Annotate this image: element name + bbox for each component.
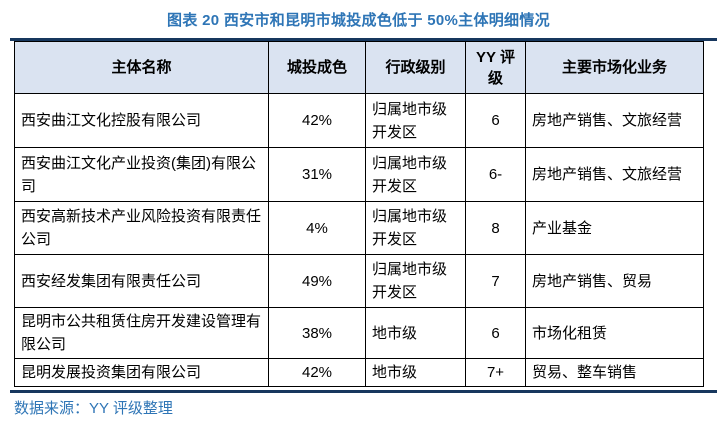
admin-level-cell: 地市级 bbox=[365, 307, 466, 359]
admin-level-cell: 地市级 bbox=[365, 358, 466, 387]
table-row: 西安经发集团有限责任公司 49% 归属地市级开发区 7 房地产销售、贸易 bbox=[14, 254, 704, 308]
table-row: 西安曲江文化控股有限公司 42% 归属地市级开发区 6 房地产销售、文旅经营 bbox=[14, 93, 704, 148]
business-cell: 贸易、整车销售 bbox=[525, 358, 704, 387]
yy-rating-cell: 8 bbox=[465, 201, 526, 255]
table-row: 西安高新技术产业风险投资有限责任公司 4% 归属地市级开发区 8 产业基金 bbox=[14, 201, 704, 255]
business-cell: 市场化租赁 bbox=[525, 307, 704, 359]
top-rule bbox=[10, 38, 717, 41]
figure-title: 图表 20 西安市和昆明市城投成色低于 50%主体明细情况 bbox=[167, 12, 550, 29]
bottom-rule bbox=[10, 390, 717, 393]
entity-name-cell: 昆明市公共租赁住房开发建设管理有限公司 bbox=[14, 307, 269, 359]
header-business: 主要市场化业务 bbox=[525, 41, 704, 94]
admin-level-cell: 归属地市级开发区 bbox=[365, 201, 466, 255]
chengtou-cell: 42% bbox=[268, 93, 366, 148]
yy-rating-cell: 6- bbox=[465, 147, 526, 202]
chengtou-cell: 31% bbox=[268, 147, 366, 202]
header-yy-rating: YY 评级 bbox=[465, 41, 526, 94]
yy-rating-cell: 6 bbox=[465, 93, 526, 148]
entity-name-cell: 昆明发展投资集团有限公司 bbox=[14, 358, 269, 387]
table-row: 昆明市公共租赁住房开发建设管理有限公司 38% 地市级 6 市场化租赁 bbox=[14, 307, 704, 359]
chengtou-cell: 42% bbox=[268, 358, 366, 387]
chengtou-cell: 4% bbox=[268, 201, 366, 255]
header-admin-level: 行政级别 bbox=[365, 41, 466, 94]
entity-name-cell: 西安高新技术产业风险投资有限责任公司 bbox=[14, 201, 269, 255]
admin-level-cell: 归属地市级开发区 bbox=[365, 147, 466, 202]
business-cell: 产业基金 bbox=[525, 201, 704, 255]
data-source: 数据来源：YY 评级整理 bbox=[14, 400, 173, 417]
chengtou-cell: 38% bbox=[268, 307, 366, 359]
entity-name-cell: 西安曲江文化控股有限公司 bbox=[14, 93, 269, 148]
entity-name-cell: 西安经发集团有限责任公司 bbox=[14, 254, 269, 308]
header-chengtou: 城投成色 bbox=[268, 41, 366, 94]
chengtou-cell: 49% bbox=[268, 254, 366, 308]
yy-rating-cell: 7 bbox=[465, 254, 526, 308]
table-header-row: 主体名称 城投成色 行政级别 YY 评级 主要市场化业务 bbox=[14, 41, 704, 94]
business-cell: 房地产销售、文旅经营 bbox=[525, 147, 704, 202]
detail-table: 主体名称 城投成色 行政级别 YY 评级 主要市场化业务 西安曲江文化控股有限公… bbox=[14, 41, 704, 387]
business-cell: 房地产销售、贸易 bbox=[525, 254, 704, 308]
entity-name-cell: 西安曲江文化产业投资(集团)有限公司 bbox=[14, 147, 269, 202]
header-entity-name: 主体名称 bbox=[14, 41, 269, 94]
admin-level-cell: 归属地市级开发区 bbox=[365, 254, 466, 308]
table-row: 西安曲江文化产业投资(集团)有限公司 31% 归属地市级开发区 6- 房地产销售… bbox=[14, 147, 704, 202]
yy-rating-cell: 6 bbox=[465, 307, 526, 359]
yy-rating-cell: 7+ bbox=[465, 358, 526, 387]
business-cell: 房地产销售、文旅经营 bbox=[525, 93, 704, 148]
table-row: 昆明发展投资集团有限公司 42% 地市级 7+ 贸易、整车销售 bbox=[14, 358, 704, 387]
admin-level-cell: 归属地市级开发区 bbox=[365, 93, 466, 148]
